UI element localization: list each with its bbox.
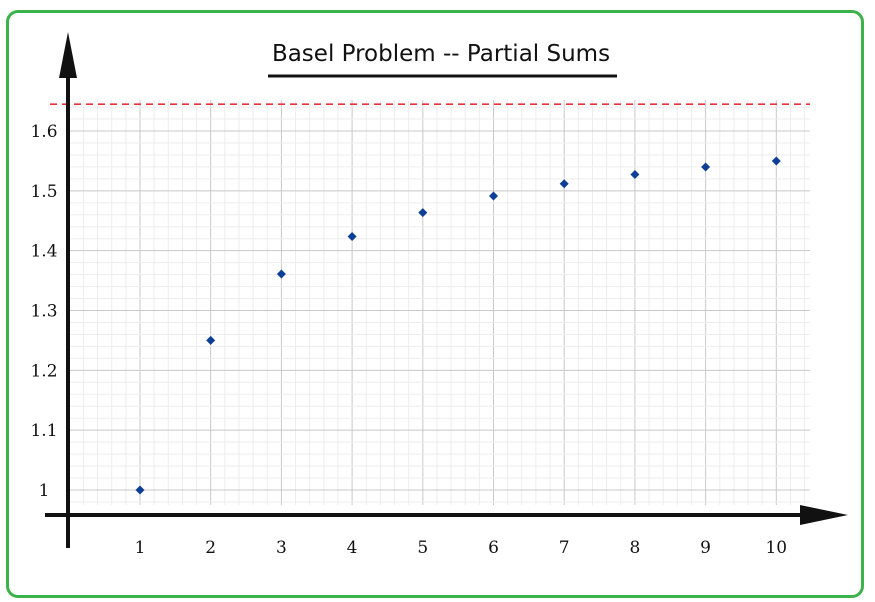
data-point bbox=[559, 179, 569, 189]
x-axis-arrow bbox=[800, 505, 848, 525]
data-point bbox=[701, 162, 711, 172]
x-tick-label: 10 bbox=[765, 538, 787, 558]
axes bbox=[45, 32, 848, 548]
x-tick-label: 5 bbox=[417, 538, 428, 558]
data-point bbox=[418, 208, 428, 218]
x-tick-label: 9 bbox=[700, 538, 711, 558]
data-point bbox=[771, 156, 781, 166]
chart-title: Basel Problem -- Partial Sums bbox=[272, 41, 610, 67]
y-tick-label: 1.5 bbox=[30, 182, 57, 202]
x-tick-label: 7 bbox=[559, 538, 570, 558]
y-tick-label: 1.6 bbox=[30, 122, 57, 142]
data-point bbox=[630, 169, 640, 179]
y-axis-arrow bbox=[59, 32, 77, 78]
x-tick-label: 8 bbox=[629, 538, 640, 558]
chart-frame bbox=[6, 10, 864, 598]
data-point bbox=[489, 191, 498, 201]
x-tick-label: 2 bbox=[205, 538, 216, 558]
grid bbox=[70, 100, 810, 505]
data-point bbox=[206, 335, 216, 345]
data-point bbox=[347, 232, 357, 242]
data-point bbox=[135, 485, 145, 495]
data-point bbox=[276, 269, 286, 279]
y-tick-label: 1.4 bbox=[30, 242, 57, 262]
y-tick-label: 1 bbox=[39, 481, 50, 501]
y-tick-label: 1.1 bbox=[30, 421, 57, 441]
x-tick-label: 6 bbox=[488, 538, 499, 558]
y-tick-label: 1.3 bbox=[30, 302, 57, 322]
y-tick-label: 1.2 bbox=[30, 361, 57, 381]
x-tick-label: 4 bbox=[347, 538, 358, 558]
x-tick-label: 1 bbox=[135, 538, 146, 558]
x-tick-label: 3 bbox=[276, 538, 287, 558]
